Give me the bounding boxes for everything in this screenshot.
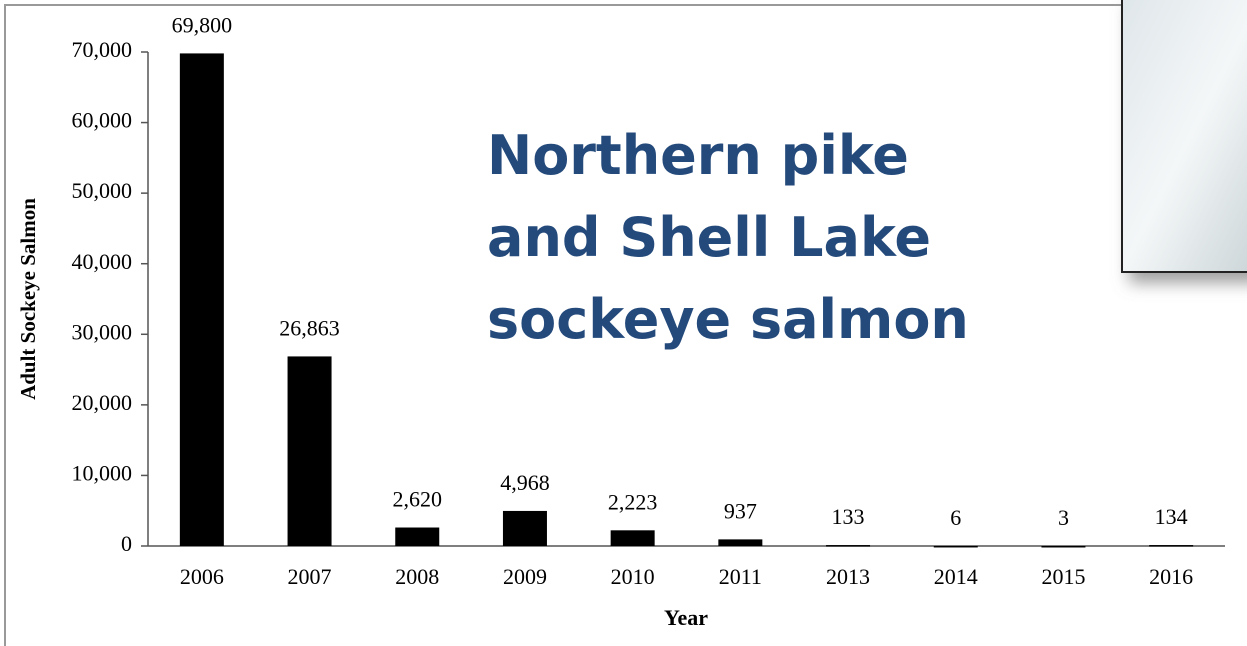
frame <box>4 4 1247 646</box>
data-label: 6 <box>950 505 961 530</box>
data-label: 4,968 <box>500 470 550 495</box>
y-tick-label: 60,000 <box>72 108 133 133</box>
bar <box>1149 545 1194 547</box>
data-label: 26,863 <box>279 315 340 340</box>
bar <box>502 510 547 546</box>
title-line: sockeye salmon <box>487 288 969 351</box>
y-tick-label: 40,000 <box>72 249 133 274</box>
chart-title: Northern pike and Shell Lake sockeye salmo… <box>487 115 969 361</box>
title-line: Northern pike <box>487 124 909 187</box>
y-tick-label: 50,000 <box>72 178 133 203</box>
x-tick-label: 2013 <box>826 564 870 589</box>
x-tick-label: 2007 <box>288 564 332 589</box>
bar <box>179 53 224 546</box>
x-tick-label: 2016 <box>1149 564 1193 589</box>
x-tick-label: 2011 <box>719 564 762 589</box>
x-axis-label: Year <box>664 605 708 630</box>
y-tick-label: 10,000 <box>72 460 133 485</box>
bar <box>1041 545 1086 548</box>
y-tick-label: 0 <box>121 531 132 556</box>
x-tick-label: 2014 <box>934 564 978 589</box>
x-tick-label: 2006 <box>180 564 224 589</box>
data-label: 69,800 <box>172 12 233 37</box>
bar <box>718 539 763 546</box>
bar <box>826 545 871 547</box>
data-label: 2,620 <box>393 487 443 512</box>
data-label: 2,223 <box>608 489 658 514</box>
bar <box>287 356 332 546</box>
x-tick-label: 2015 <box>1041 564 1085 589</box>
data-label: 134 <box>1155 504 1188 529</box>
x-tick-label: 2010 <box>611 564 655 589</box>
data-label: 937 <box>724 498 757 523</box>
y-tick-label: 20,000 <box>72 390 133 415</box>
y-tick-label: 30,000 <box>72 319 133 344</box>
data-label: 3 <box>1058 505 1069 530</box>
x-tick-label: 2008 <box>395 564 439 589</box>
y-tick-label: 70,000 <box>72 37 133 62</box>
title-line: and Shell Lake <box>487 206 932 269</box>
x-tick-label: 2009 <box>503 564 547 589</box>
data-label: 133 <box>832 504 865 529</box>
bar <box>610 530 655 546</box>
bar <box>933 545 978 548</box>
bar <box>395 527 440 546</box>
photo <box>1121 0 1247 273</box>
y-axis-label: Adult Sockeye Salmon <box>16 198 40 400</box>
